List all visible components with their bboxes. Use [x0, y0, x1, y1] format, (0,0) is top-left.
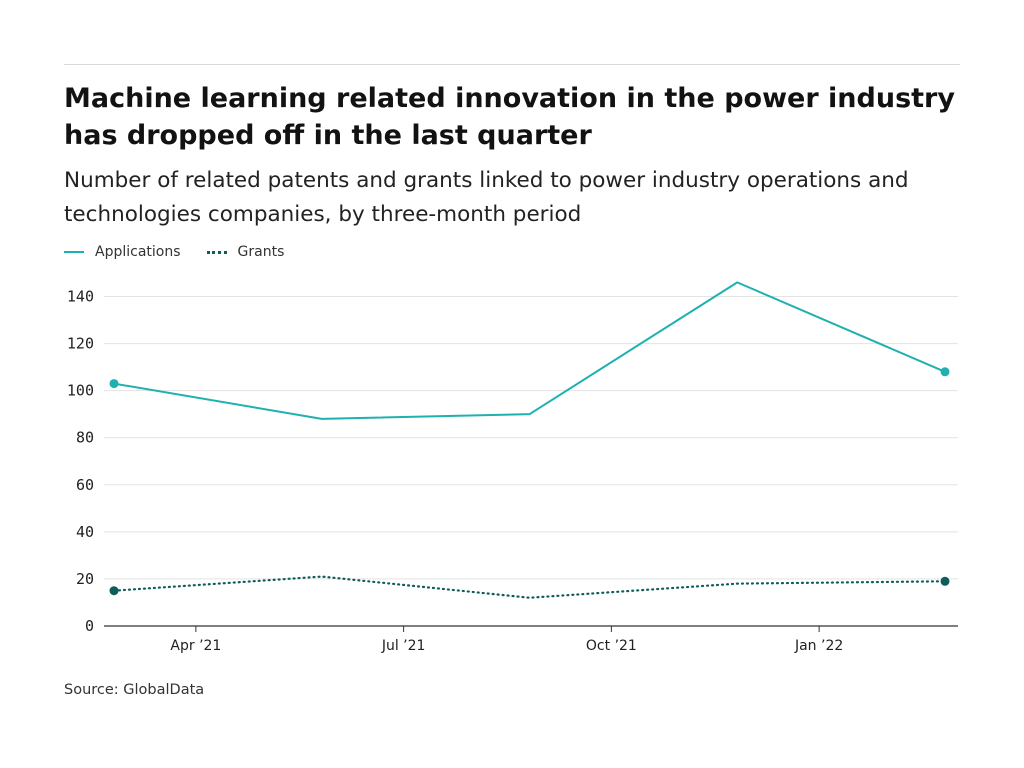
legend-label-applications: Applications: [95, 244, 181, 260]
top-rule: [64, 64, 960, 65]
y-tick-label-100: 100: [67, 382, 94, 400]
source-note: Source: GlobalData: [64, 682, 205, 698]
legend-item-applications: Applications: [64, 244, 181, 260]
y-tick-label-20: 20: [76, 570, 94, 588]
legend-item-grants: Grants: [206, 244, 285, 260]
x-tick-label-0: Apr ’21: [170, 638, 221, 654]
y-tick-label-60: 60: [76, 476, 94, 494]
series-line-applications: [113, 281, 946, 420]
series-point-grants-0: [109, 586, 119, 596]
series-point-applications-0: [109, 379, 119, 389]
y-tick-label-40: 40: [76, 523, 94, 541]
x-tick-label-3: Jan ’22: [794, 638, 843, 654]
x-tick-label-1: Jul ’21: [381, 638, 426, 654]
y-tick-label-80: 80: [76, 429, 94, 447]
legend-swatch-grants: [206, 250, 227, 254]
chart-subtitle: Number of related patents and grants lin…: [64, 168, 909, 227]
series-point-applications-4: [940, 367, 950, 377]
legend-swatch-applications: [64, 251, 84, 253]
legend-label-grants: Grants: [237, 244, 285, 260]
legend: Applications Grants: [64, 242, 310, 262]
y-tick-label-120: 120: [67, 335, 94, 353]
y-tick-label-0: 0: [85, 617, 94, 635]
series-line-grants: [112, 575, 947, 599]
x-tick-label-2: Oct ’21: [586, 638, 637, 654]
y-tick-label-140: 140: [67, 287, 94, 305]
chart-title: Machine learning related innovation in t…: [64, 83, 955, 151]
series-point-grants-4: [940, 576, 950, 586]
